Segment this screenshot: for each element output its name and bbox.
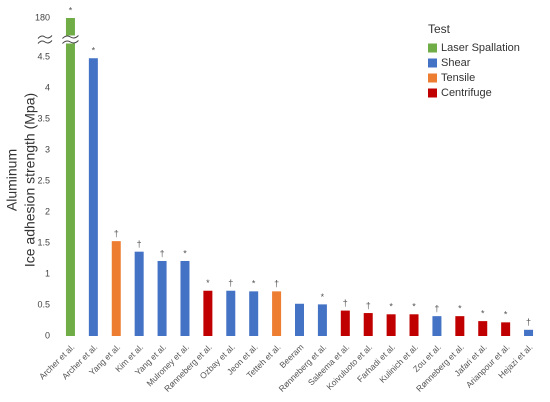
significance-marker: †: [274, 279, 279, 289]
significance-marker: †: [228, 278, 233, 288]
legend-label: Laser Spallation: [441, 42, 520, 54]
significance-marker: *: [92, 46, 96, 56]
bar: [295, 303, 304, 336]
y-axis-label: Aluminum: [4, 149, 20, 211]
y-tick-label: 1.5: [37, 237, 50, 247]
legend-label: Centrifuge: [441, 87, 492, 99]
significance-marker: †: [434, 304, 439, 314]
legend-swatch: [428, 88, 437, 98]
y-tick-label: 0: [45, 330, 50, 340]
significance-marker: *: [183, 248, 187, 258]
y-tick-label: 3.5: [37, 113, 50, 123]
bar: [363, 313, 373, 336]
bar: [317, 304, 327, 336]
significance-marker: *: [504, 310, 508, 320]
y-axis-label: Ice adhesion strength (Mpa): [22, 93, 38, 267]
significance-marker: †: [137, 239, 142, 249]
significance-marker: *: [389, 302, 393, 312]
bar: [478, 321, 488, 336]
bar: [249, 291, 259, 336]
y-tick-label: 180: [35, 12, 50, 22]
bar: [501, 322, 511, 336]
y-tick-label: 3: [45, 144, 50, 154]
bar: [340, 310, 350, 336]
axis-break-gap: [62, 35, 79, 44]
bar: [409, 314, 419, 336]
bar: [111, 241, 121, 336]
significance-marker: †: [526, 317, 531, 327]
significance-marker: †: [160, 248, 165, 258]
significance-marker: †: [114, 229, 119, 239]
bar: [432, 316, 442, 336]
y-tick-label: 4: [45, 82, 50, 92]
significance-marker: *: [458, 304, 462, 314]
significance-marker: *: [321, 292, 325, 302]
legend-swatch: [428, 73, 437, 83]
bar: [455, 316, 465, 336]
bar: [65, 18, 75, 336]
y-tick-label: 2: [45, 206, 50, 216]
bar: [272, 291, 282, 336]
bar: [88, 58, 98, 337]
bar: [386, 314, 396, 336]
significance-marker: †: [343, 298, 348, 308]
axis-break: [62, 35, 79, 39]
bar: [226, 290, 236, 336]
axis-break: [62, 40, 79, 44]
legend-swatch: [428, 43, 437, 53]
significance-marker: *: [412, 302, 416, 312]
y-tick-label: 1: [45, 268, 50, 278]
y-tick-label: 0.5: [37, 299, 50, 309]
bar: [180, 260, 190, 336]
y-tick-label: 4.5: [37, 51, 50, 61]
significance-marker: *: [252, 279, 256, 289]
significance-marker: *: [69, 5, 73, 15]
significance-marker: *: [481, 308, 485, 318]
y-tick-label: 2.5: [37, 175, 50, 185]
legend-title: Test: [428, 22, 451, 36]
significance-marker: †: [366, 300, 371, 310]
legend-swatch: [428, 58, 437, 68]
bar: [157, 260, 167, 336]
bar: [524, 329, 534, 336]
axis-break-gap: [38, 35, 52, 44]
bar: [134, 251, 144, 336]
axis-break: [37, 40, 53, 44]
significance-marker: *: [206, 278, 210, 288]
axis-break: [37, 35, 53, 39]
legend-label: Tensile: [441, 72, 475, 84]
bar: [203, 290, 213, 336]
legend-label: Shear: [441, 57, 471, 69]
